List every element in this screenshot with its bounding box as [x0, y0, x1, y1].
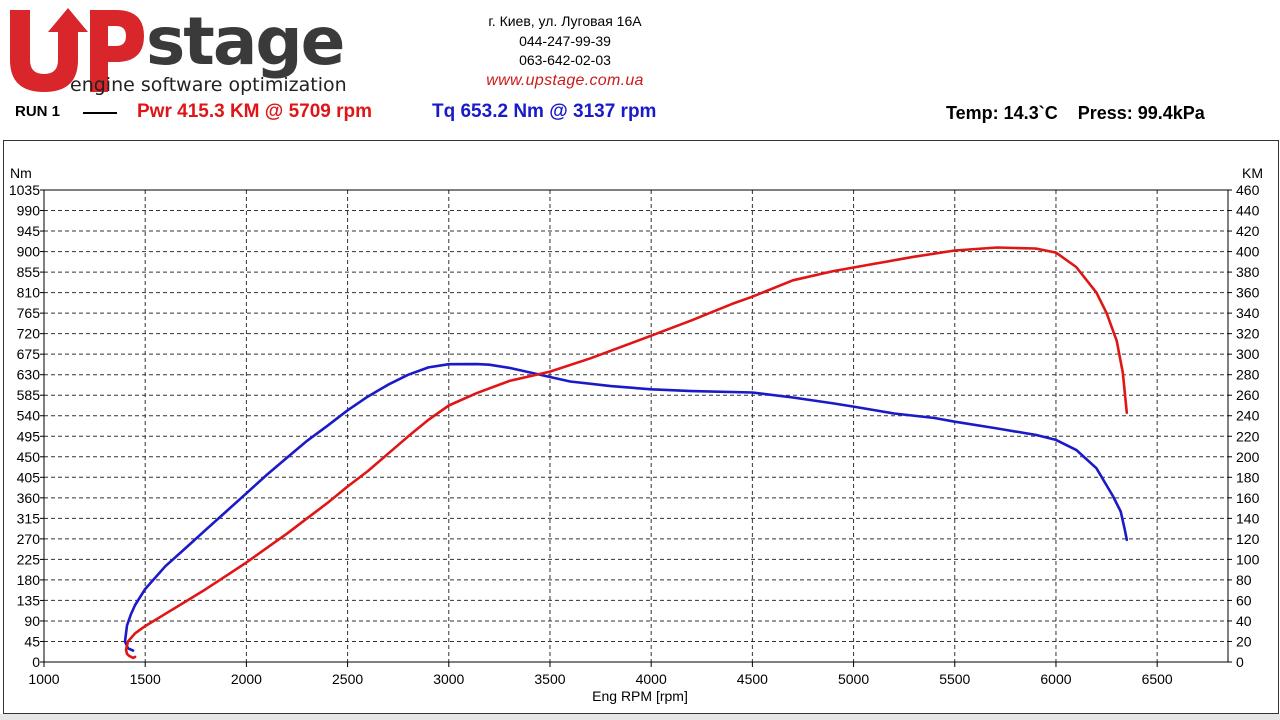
x-tick-label: 6500 — [1142, 671, 1173, 687]
torque-peak-label: Tq 653.2 Nm @ 3137 rpm — [432, 101, 657, 122]
y-right-tick-label: 460 — [1236, 182, 1260, 198]
y-axis-left-title: Nm — [10, 165, 32, 181]
y-left-tick-label: 675 — [17, 346, 41, 362]
logo-tagline: engine software optimization — [70, 74, 347, 96]
y-right-tick-label: 240 — [1236, 408, 1260, 424]
x-tick-label: 4500 — [737, 671, 768, 687]
y-right-tick-label: 100 — [1236, 551, 1260, 567]
y-right-tick-label: 280 — [1236, 367, 1260, 383]
y-right-tick-label: 120 — [1236, 531, 1260, 547]
y-right-tick-label: 420 — [1236, 223, 1260, 239]
x-tick-label: 3000 — [433, 671, 464, 687]
power-peak-label: Pwr 415.3 KM @ 5709 rpm — [137, 101, 373, 122]
y-left-tick-label: 810 — [17, 285, 41, 301]
y-right-tick-label: 20 — [1236, 633, 1252, 649]
address: г. Киев, ул. Луговая 16А — [488, 13, 642, 29]
y-left-tick-label: 45 — [24, 633, 40, 649]
power-curve — [124, 246, 1129, 660]
y-left-tick-label: 765 — [17, 305, 41, 321]
y-right-tick-label: 380 — [1236, 264, 1260, 280]
y-left-tick-label: 135 — [17, 592, 41, 608]
torque-curve — [123, 362, 1129, 652]
y-left-tick-label: 0 — [32, 654, 40, 670]
y-right-tick-label: 440 — [1236, 203, 1260, 219]
y-left-tick-label: 720 — [17, 326, 41, 342]
y-right-tick-label: 180 — [1236, 469, 1260, 485]
y-left-tick-label: 945 — [17, 223, 41, 239]
y-right-tick-label: 360 — [1236, 285, 1260, 301]
y-left-tick-label: 495 — [17, 428, 41, 444]
x-tick-label: 1500 — [130, 671, 161, 687]
y-left-tick-label: 90 — [24, 613, 40, 629]
y-right-tick-label: 60 — [1236, 592, 1252, 608]
y-right-tick-label: 320 — [1236, 326, 1260, 342]
x-tick-label: 5500 — [939, 671, 970, 687]
phone-1: 044-247-99-39 — [519, 32, 611, 49]
y-right-tick-label: 200 — [1236, 449, 1260, 465]
run-legend-line — [83, 112, 117, 114]
series-lines — [123, 246, 1129, 660]
upstage-logo: stage engine software optimization — [10, 3, 347, 96]
website-link[interactable]: www.upstage.com.ua — [486, 71, 644, 89]
y-left-tick-label: 360 — [17, 490, 41, 506]
y-left-tick-label: 450 — [17, 449, 41, 465]
x-tick-label: 6000 — [1040, 671, 1071, 687]
y-left-tick-label: 540 — [17, 408, 41, 424]
y-right-tick-label: 0 — [1236, 654, 1244, 670]
y-right-tick-label: 340 — [1236, 305, 1260, 321]
left-axis-ticks: 0 45 90 135 180 225 270 315 360 405 450 495 540 585 63… — [9, 182, 44, 670]
y-right-tick-label: 160 — [1236, 490, 1260, 506]
y-left-tick-label: 225 — [17, 551, 41, 567]
x-tick-label: 2500 — [332, 671, 363, 687]
x-tick-label: 1000 — [28, 671, 59, 687]
right-axis-ticks: 0 20 40 60 80 100 120 140 160 180 200 220 240 260 280 3… — [1228, 182, 1260, 670]
run-label: RUN 1 — [15, 103, 61, 120]
contact-block: г. Киев, ул. Луговая 16А 044-247-99-39 0… — [440, 12, 690, 90]
y-right-tick-label: 300 — [1236, 346, 1260, 362]
x-tick-label: 3500 — [534, 671, 565, 687]
y-left-tick-label: 405 — [17, 469, 41, 485]
y-left-tick-label: 990 — [17, 203, 41, 219]
x-tick-label: 5000 — [838, 671, 869, 687]
logo-word: stage — [146, 3, 343, 80]
x-axis-title: Eng RPM [rpm] — [592, 688, 688, 704]
y-right-tick-label: 260 — [1236, 387, 1260, 403]
y-axis-right-title: KM — [1242, 165, 1263, 181]
y-right-tick-label: 40 — [1236, 613, 1252, 629]
logo-u-letter — [10, 8, 88, 92]
x-tick-label: 2000 — [231, 671, 262, 687]
pressure-label: Press: 99.4kPa — [1077, 103, 1205, 123]
y-right-tick-label: 80 — [1236, 572, 1252, 588]
temperature-label: Temp: 14.3`C — [946, 103, 1058, 123]
y-left-tick-label: 315 — [17, 510, 41, 526]
chart-frame — [3, 140, 1279, 714]
logo-p-letter — [90, 10, 144, 92]
y-left-tick-label: 900 — [17, 244, 41, 260]
y-left-tick-label: 585 — [17, 387, 41, 403]
y-left-tick-label: 855 — [17, 264, 41, 280]
plot-border — [43, 189, 1229, 663]
y-left-tick-label: 630 — [17, 367, 41, 383]
y-right-tick-label: 400 — [1236, 244, 1260, 260]
y-left-tick-label: 270 — [17, 531, 41, 547]
phone-2: 063-642-02-03 — [519, 52, 611, 68]
y-right-tick-label: 220 — [1236, 428, 1260, 444]
grid — [44, 189, 1228, 662]
y-left-tick-label: 1035 — [9, 182, 40, 198]
conditions: Temp: 14.3`C Press: 99.4kPa — [946, 103, 1225, 124]
bottom-scroll-strip — [0, 714, 1280, 720]
x-axis-ticks: 1000 1500 2000 2500 3000 3500 4000 4500 5000 5500… — [28, 662, 1173, 687]
y-left-tick-label: 180 — [17, 572, 41, 588]
y-right-tick-label: 140 — [1236, 510, 1260, 526]
x-tick-label: 4000 — [636, 671, 667, 687]
